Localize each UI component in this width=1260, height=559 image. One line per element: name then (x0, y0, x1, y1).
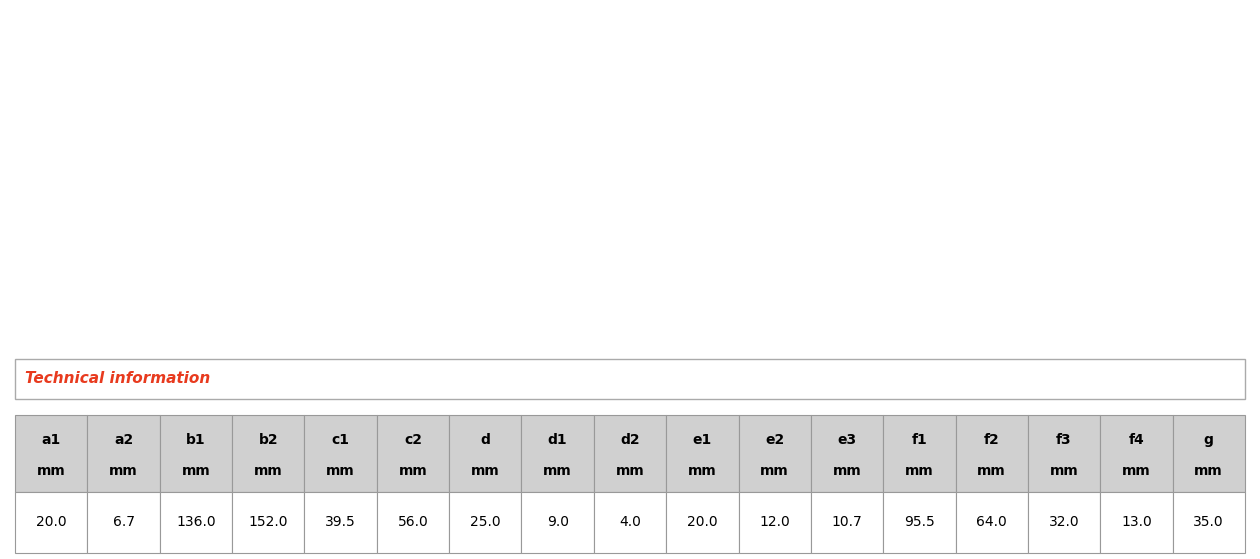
Text: c1: c1 (331, 433, 349, 447)
Bar (593, 415, 667, 492)
Text: 6.7: 6.7 (112, 515, 135, 529)
Text: mm: mm (543, 463, 572, 477)
Text: mm: mm (905, 463, 934, 477)
Bar (522, 415, 593, 492)
Text: 13.0: 13.0 (1121, 515, 1152, 529)
Text: mm: mm (978, 463, 1005, 477)
Bar (522, 492, 593, 553)
Text: mm: mm (398, 463, 427, 477)
Text: mm: mm (760, 463, 789, 477)
Text: 32.0: 32.0 (1048, 515, 1080, 529)
Text: mm: mm (688, 463, 717, 477)
Bar (305, 492, 377, 553)
Text: f3: f3 (1056, 433, 1072, 447)
Text: 4.0: 4.0 (619, 515, 641, 529)
Bar (883, 492, 955, 553)
Text: 35.0: 35.0 (1193, 515, 1223, 529)
Text: mm: mm (326, 463, 355, 477)
Text: 10.7: 10.7 (832, 515, 862, 529)
Text: d1: d1 (548, 433, 567, 447)
Text: Technical information: Technical information (25, 371, 210, 386)
Bar (883, 415, 955, 492)
Text: f2: f2 (984, 433, 999, 447)
Text: 152.0: 152.0 (248, 515, 289, 529)
Text: 136.0: 136.0 (176, 515, 215, 529)
Bar (667, 492, 738, 553)
Text: mm: mm (1050, 463, 1079, 477)
Text: mm: mm (1194, 463, 1223, 477)
Text: f1: f1 (911, 433, 927, 447)
Text: c2: c2 (404, 433, 422, 447)
Bar (1028, 492, 1100, 553)
Text: b1: b1 (186, 433, 205, 447)
Bar (811, 415, 883, 492)
Bar (811, 492, 883, 553)
Bar (1173, 415, 1245, 492)
Bar (87, 415, 160, 492)
Text: 95.5: 95.5 (903, 515, 935, 529)
Bar (160, 492, 232, 553)
Text: e1: e1 (693, 433, 712, 447)
Bar (1173, 492, 1245, 553)
Text: mm: mm (255, 463, 282, 477)
Text: 39.5: 39.5 (325, 515, 357, 529)
Bar (160, 415, 232, 492)
Bar (87, 492, 160, 553)
Bar (232, 492, 305, 553)
Bar (377, 492, 449, 553)
Bar (955, 415, 1028, 492)
Text: b2: b2 (258, 433, 278, 447)
Bar (305, 415, 377, 492)
Text: 12.0: 12.0 (760, 515, 790, 529)
Text: a2: a2 (113, 433, 134, 447)
Bar (15, 415, 87, 492)
Bar (1028, 415, 1100, 492)
Bar (738, 492, 811, 553)
Bar (1100, 415, 1173, 492)
Text: mm: mm (1121, 463, 1150, 477)
Text: d2: d2 (620, 433, 640, 447)
Bar (449, 415, 522, 492)
Text: 25.0: 25.0 (470, 515, 500, 529)
Bar (1100, 492, 1173, 553)
Text: 20.0: 20.0 (37, 515, 67, 529)
Bar (593, 492, 667, 553)
Text: e3: e3 (838, 433, 857, 447)
Text: mm: mm (471, 463, 500, 477)
Text: 9.0: 9.0 (547, 515, 568, 529)
Text: mm: mm (833, 463, 862, 477)
Bar (955, 492, 1028, 553)
Text: g: g (1203, 433, 1213, 447)
Bar (15, 359, 1245, 399)
Bar (232, 415, 305, 492)
Text: f4: f4 (1129, 433, 1144, 447)
Bar (449, 492, 522, 553)
Bar (738, 415, 811, 492)
Text: mm: mm (181, 463, 210, 477)
Bar (377, 415, 449, 492)
Text: 20.0: 20.0 (687, 515, 718, 529)
Text: mm: mm (110, 463, 139, 477)
Text: e2: e2 (765, 433, 784, 447)
Text: a1: a1 (42, 433, 60, 447)
Text: mm: mm (616, 463, 644, 477)
Text: 64.0: 64.0 (976, 515, 1007, 529)
Text: d: d (480, 433, 490, 447)
Bar (15, 492, 87, 553)
Text: 56.0: 56.0 (398, 515, 428, 529)
Text: mm: mm (37, 463, 66, 477)
Bar (667, 415, 738, 492)
